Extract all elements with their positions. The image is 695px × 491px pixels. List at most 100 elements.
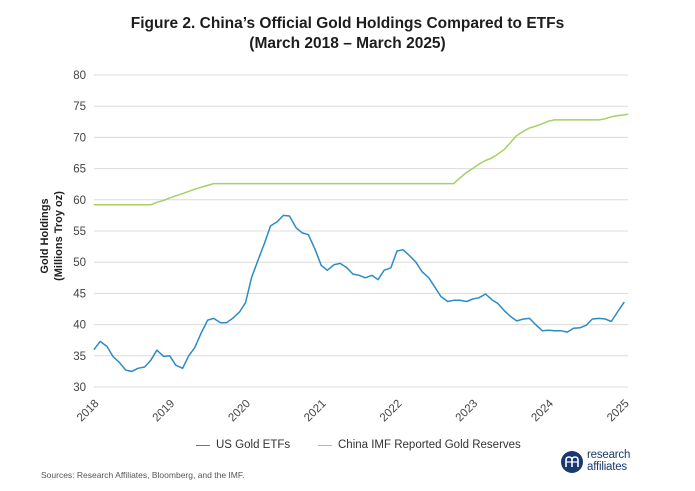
x-tick-label: 2018 (75, 398, 102, 425)
data-point (282, 215, 284, 216)
logo-line-2: affiliates (587, 460, 627, 473)
chart-title: Figure 2. China’s Official Gold Holdings… (130, 15, 565, 32)
data-point (245, 302, 246, 304)
data-point (282, 183, 284, 184)
data-point (264, 243, 265, 244)
chart-subtitle: (March 2018 – March 2025) (249, 35, 446, 52)
data-point (358, 274, 360, 276)
data-point (137, 367, 139, 369)
data-point (276, 221, 278, 223)
data-point (485, 160, 486, 161)
x-axis-ticks: 2018 2019 2020 2021 2022 2023 2024 2025 (75, 397, 632, 424)
data-point (523, 130, 524, 132)
data-point (604, 318, 606, 320)
data-point (617, 115, 619, 116)
y-axis-label-units: (Millions Troy oz) (53, 191, 65, 281)
data-point (478, 297, 480, 299)
legend-label-us-etfs: US Gold ETFs (216, 439, 291, 451)
legend-item-us-etfs: US Gold ETFs (196, 439, 290, 451)
data-point (504, 310, 505, 312)
y-tick-label: 65 (73, 164, 86, 176)
data-point (93, 349, 95, 350)
data-point (402, 249, 404, 251)
data-point (207, 319, 209, 321)
series-layer (93, 113, 629, 373)
y-tick-label: 40 (73, 320, 86, 332)
data-point (144, 366, 146, 368)
logo-line-1: research (587, 449, 631, 461)
data-point (295, 227, 297, 229)
series-line-china-imf-reserves (94, 113, 629, 206)
data-point (497, 302, 499, 304)
data-point (226, 322, 227, 324)
data-point (390, 267, 392, 269)
data-point (421, 271, 423, 272)
data-point (220, 322, 221, 324)
data-point (131, 204, 133, 206)
data-point (383, 269, 385, 271)
data-point (610, 116, 612, 118)
x-tick-label: 2020 (226, 398, 253, 425)
data-point (301, 232, 303, 234)
x-tick-label: 2025 (605, 398, 632, 425)
source-note: Sources: Research Affiliates, Bloomberg,… (41, 470, 245, 480)
data-point (239, 311, 240, 313)
data-point (131, 371, 133, 372)
data-point (548, 329, 549, 331)
data-point (516, 320, 518, 322)
y-tick-label: 50 (73, 257, 86, 269)
data-point (364, 277, 366, 279)
data-point (504, 148, 505, 150)
legend: US Gold ETFs China IMF Reported Gold Res… (0, 439, 695, 455)
data-point (270, 225, 271, 227)
data-point (339, 263, 341, 264)
y-axis-label: Gold Holdings (39, 198, 51, 273)
data-point (106, 346, 108, 347)
data-point (207, 185, 209, 186)
data-point (169, 197, 171, 199)
grid-layer (94, 74, 628, 388)
data-point (466, 301, 468, 302)
data-point (112, 356, 114, 357)
x-tick-label: 2022 (378, 398, 405, 425)
data-point (617, 310, 619, 312)
data-point (466, 171, 468, 173)
x-tick-label: 2021 (302, 398, 329, 425)
data-point (156, 201, 158, 203)
data-point (573, 327, 574, 329)
data-point (610, 321, 612, 322)
ra-logo-icon (561, 450, 583, 473)
data-point (554, 330, 555, 332)
series-points-0 (93, 215, 625, 372)
data-point (125, 369, 127, 371)
legend-label-china-reserves: China IMF Reported Gold Reserves (338, 439, 521, 451)
data-point (510, 316, 511, 317)
data-point (371, 274, 373, 276)
data-point (118, 361, 120, 363)
x-tick-label: 2024 (529, 397, 556, 424)
data-point (188, 355, 190, 357)
data-point (529, 317, 530, 319)
data-point (169, 355, 171, 357)
data-point (232, 317, 234, 319)
data-point (409, 255, 411, 257)
data-point (182, 193, 184, 194)
data-point (175, 364, 177, 366)
data-point (554, 119, 555, 121)
legend-item-china-reserves: China IMF Reported Gold Reserves (318, 439, 521, 451)
data-point (150, 359, 152, 361)
data-point (226, 183, 227, 184)
data-point (358, 183, 360, 184)
data-point (542, 330, 543, 332)
data-point (497, 153, 499, 155)
data-point (560, 330, 562, 332)
data-point (213, 183, 215, 184)
data-point (257, 258, 259, 260)
data-point (201, 331, 202, 333)
data-point (491, 299, 493, 301)
data-point (604, 118, 606, 120)
data-point (542, 123, 543, 125)
data-point (93, 204, 95, 206)
data-point (182, 367, 184, 369)
